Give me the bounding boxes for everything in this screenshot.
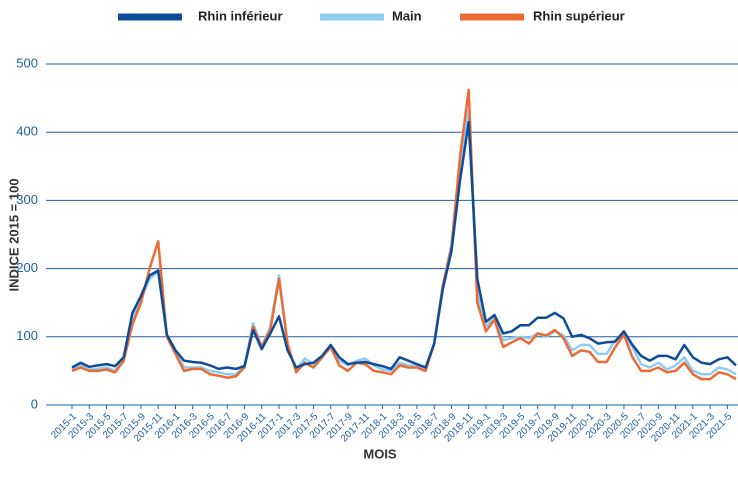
series-line — [71, 110, 737, 376]
y-tick-label: 300 — [16, 192, 38, 207]
x-axis-title: MOIS — [363, 446, 397, 461]
legend-label: Rhin supérieur — [533, 8, 625, 23]
y-tick-label: 0 — [31, 396, 38, 411]
y-tick-label: 400 — [16, 124, 38, 139]
y-tick-label: 200 — [16, 260, 38, 275]
y-tick-label: 500 — [16, 55, 38, 70]
y-axis-title: INDICE 2015 = 100 — [6, 178, 21, 291]
series-line — [71, 88, 737, 381]
y-tick-label: 100 — [16, 328, 38, 343]
legend-label: Rhin inférieur — [198, 8, 283, 23]
series-line — [71, 120, 737, 371]
legend-label: Main — [392, 8, 422, 23]
